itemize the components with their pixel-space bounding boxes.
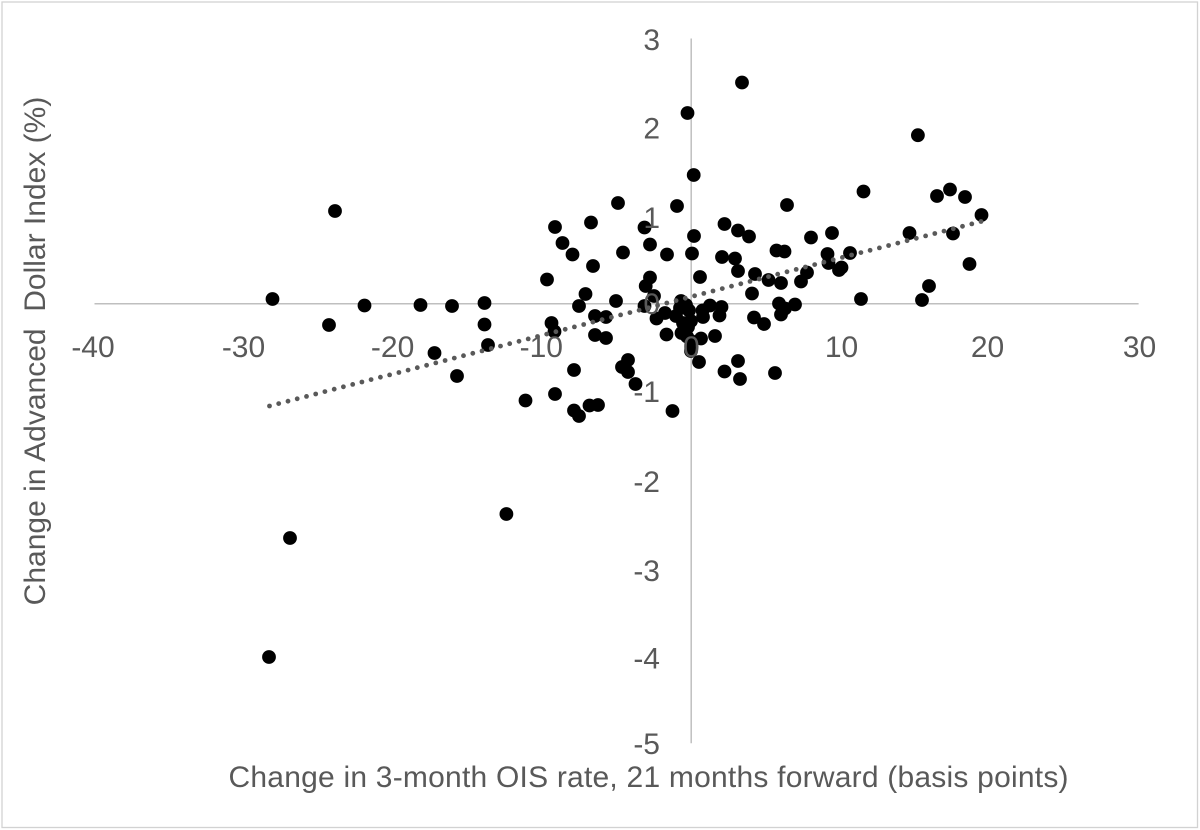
svg-text:3: 3 (643, 24, 660, 57)
svg-text:-30: -30 (222, 331, 265, 364)
svg-text:-4: -4 (633, 642, 660, 675)
svg-text:Change in Advanced Dollar Ind: Change in Advanced Dollar Index (%) (19, 97, 52, 606)
svg-text:0: 0 (683, 331, 700, 364)
svg-text:-5: -5 (633, 728, 660, 761)
svg-text:1: 1 (643, 202, 660, 235)
svg-text:-20: -20 (371, 331, 414, 364)
svg-text:30: 30 (1123, 331, 1156, 364)
svg-text:-3: -3 (633, 555, 660, 588)
svg-text:20: 20 (971, 331, 1004, 364)
svg-text:-10: -10 (520, 331, 563, 364)
svg-text:2: 2 (643, 112, 660, 145)
svg-text:-40: -40 (71, 331, 114, 364)
svg-text:0: 0 (643, 288, 660, 321)
svg-text:Change in 3-month OIS rate, 21: Change in 3-month OIS rate, 21 months fo… (229, 761, 1069, 794)
svg-text:10: 10 (825, 331, 858, 364)
svg-text:-2: -2 (633, 466, 660, 499)
svg-text:-1: -1 (633, 376, 660, 409)
